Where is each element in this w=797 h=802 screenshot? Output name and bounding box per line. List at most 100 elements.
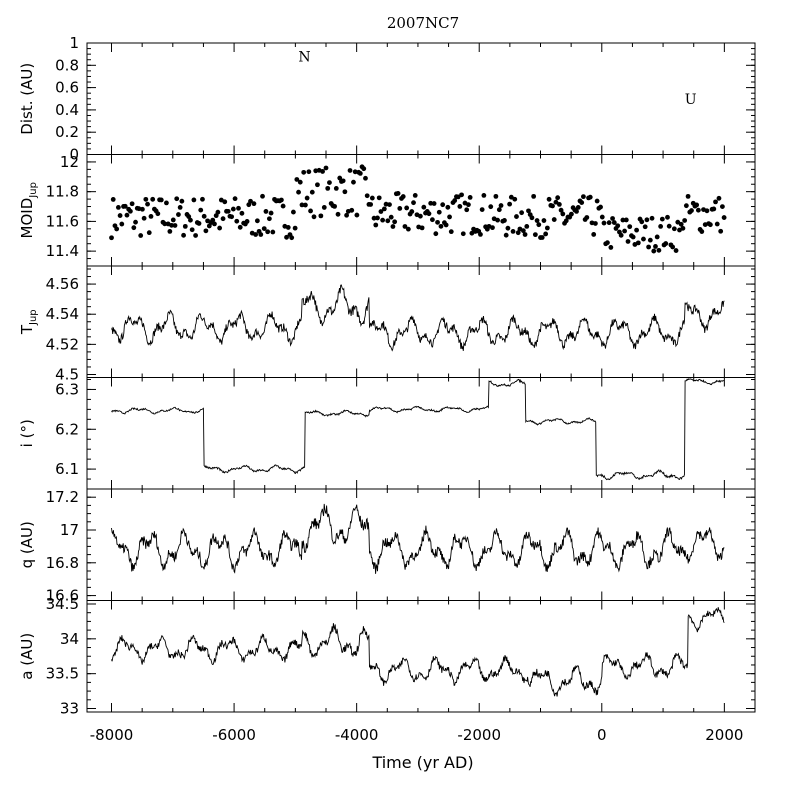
- data-point: [375, 215, 380, 221]
- data-point: [158, 197, 164, 203]
- data-point: [653, 244, 658, 249]
- y-tick-label: 33.5: [46, 665, 79, 683]
- data-point: [254, 218, 260, 224]
- y-axis-label: q (AU): [18, 521, 36, 568]
- data-point: [340, 178, 346, 184]
- data-point: [280, 203, 286, 209]
- annotation-N: N: [298, 49, 310, 65]
- y-tick-label: 0.8: [55, 56, 79, 74]
- data-point: [599, 214, 605, 220]
- data-point: [170, 217, 176, 223]
- data-point: [409, 209, 415, 214]
- panel-frame: [86, 265, 756, 378]
- y-tick-label: 6.3: [55, 380, 79, 398]
- data-point: [380, 217, 386, 223]
- data-point: [574, 209, 579, 214]
- y-tick-label: 0: [69, 146, 79, 164]
- data-point: [558, 207, 564, 213]
- data-point: [114, 226, 120, 232]
- data-point: [555, 195, 561, 201]
- data-point: [234, 218, 240, 224]
- data-point: [373, 222, 379, 228]
- y-tick-label: 12: [60, 153, 79, 171]
- data-point: [654, 234, 660, 240]
- data-point: [119, 221, 125, 227]
- x-tick-label: -4000: [335, 726, 379, 744]
- data-point: [682, 218, 688, 223]
- data-point: [232, 196, 238, 202]
- data-point: [639, 219, 645, 225]
- data-point: [520, 228, 526, 234]
- data-point: [210, 217, 216, 223]
- data-point: [490, 225, 495, 231]
- data-point: [141, 215, 147, 221]
- data-point: [115, 204, 121, 210]
- data-point: [344, 212, 350, 218]
- data-point: [143, 196, 149, 202]
- data-point: [248, 198, 253, 204]
- data-point: [488, 204, 494, 210]
- data-point: [110, 197, 116, 202]
- y-tick-label: 11.6: [46, 212, 79, 230]
- data-point: [544, 225, 550, 231]
- x-tick-label: -8000: [90, 726, 134, 744]
- data-point: [591, 232, 597, 237]
- data-point: [685, 193, 691, 199]
- panel-frame: [86, 42, 756, 155]
- series-line: [111, 607, 725, 697]
- data-point: [608, 245, 614, 250]
- data-point: [675, 219, 681, 225]
- data-point: [510, 229, 516, 234]
- data-point: [707, 222, 713, 228]
- y-tick-label: 16.6: [46, 587, 79, 605]
- data-point: [349, 207, 355, 213]
- data-point: [659, 216, 665, 222]
- y-tick-label: 0.4: [55, 101, 79, 119]
- data-point: [332, 203, 337, 209]
- data-point: [291, 209, 296, 215]
- data-point: [601, 220, 607, 226]
- data-point: [357, 171, 363, 176]
- data-point: [546, 196, 552, 202]
- data-point: [649, 215, 655, 221]
- data-point: [164, 200, 169, 206]
- data-point: [400, 194, 406, 199]
- data-point: [297, 179, 303, 185]
- data-point: [315, 182, 320, 188]
- data-point: [426, 211, 432, 217]
- data-point: [466, 202, 471, 208]
- x-axis-label: Time (yr AD): [371, 753, 473, 772]
- data-point: [320, 169, 325, 174]
- data-point: [519, 210, 525, 216]
- y-tick-label: 0.6: [55, 79, 79, 97]
- data-point: [191, 197, 197, 203]
- y-axis-label: i (°): [18, 419, 36, 447]
- data-point: [563, 218, 569, 224]
- data-point: [531, 193, 537, 199]
- y-axis-label: MOIDJup: [18, 182, 39, 238]
- data-point: [200, 196, 205, 202]
- data-point: [169, 222, 174, 228]
- data-point: [440, 202, 446, 208]
- data-point: [467, 194, 473, 200]
- data-point: [215, 209, 221, 215]
- data-point: [673, 248, 679, 253]
- y-tick-label: 33: [60, 700, 79, 718]
- data-point: [412, 193, 418, 198]
- data-point: [404, 205, 410, 211]
- data-point: [711, 206, 717, 212]
- data-point: [177, 204, 183, 210]
- data-point: [292, 225, 298, 231]
- data-point: [666, 223, 672, 229]
- data-point: [428, 200, 434, 206]
- data-point: [670, 244, 676, 250]
- data-point: [325, 185, 331, 191]
- data-point: [237, 224, 243, 230]
- data-point: [457, 204, 463, 209]
- data-point: [581, 194, 586, 200]
- y-tick-label: 4.54: [46, 305, 79, 323]
- data-point: [306, 169, 312, 175]
- data-point: [263, 209, 269, 214]
- data-point: [496, 207, 502, 213]
- data-point: [146, 230, 152, 236]
